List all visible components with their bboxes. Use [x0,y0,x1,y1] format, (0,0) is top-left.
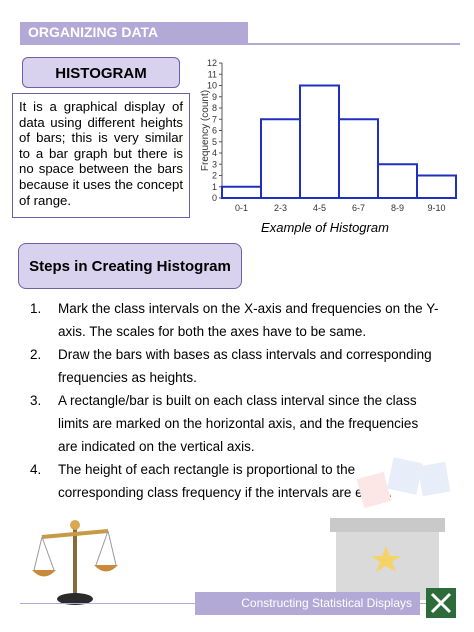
bar [377,163,418,199]
footer-logo [426,588,456,618]
y-tick-label: 2 [212,171,217,181]
vote-box-illustration [330,457,451,600]
step-number: 2. [30,347,42,362]
y-axis-label: Frequency (count) [200,90,211,171]
y-tick-label: 5 [212,137,217,147]
step-item: 3. A rectangle/bar is built on each class… [30,389,440,458]
step-item: 2. Draw the bars with bases as class inte… [30,343,440,389]
y-tick-label: 8 [212,103,217,113]
definition-text: It is a graphical display of data using … [12,93,190,218]
y-tick-label: 1 [212,182,217,192]
y-tick-label: 6 [212,126,217,136]
chart-caption: Example of Histogram [261,220,389,235]
definition-title: HISTOGRAM [22,57,180,88]
x-tick-label: 9-10 [427,203,445,213]
step-text: A rectangle/bar is built on each class i… [58,393,419,454]
y-tick-label: 3 [212,159,217,169]
y-tick-label: 0 [212,193,217,203]
x-tick-label: 0-1 [235,203,248,213]
step-item: 1. Mark the class intervals on the X-axis… [30,297,440,343]
x-tick-label: 6-7 [352,203,365,213]
step-text: The height of each rectangle is proporti… [58,462,392,500]
y-tick-label: 7 [212,114,217,124]
step-number: 3. [30,393,42,408]
bar [221,185,262,199]
step-number: 4. [30,462,42,477]
y-tick-label: 10 [207,81,217,91]
y-tick-label: 9 [212,92,217,102]
bar [338,118,379,199]
steps-title: Steps in Creating Histogram [18,243,242,289]
bar [416,174,457,199]
step-number: 1. [30,301,42,316]
y-tick-label: 12 [207,58,217,68]
footer-title: Constructing Statistical Displays [195,592,420,615]
bar [299,84,340,199]
step-item: 4. The height of each rectangle is propor… [30,458,440,504]
scale-illustration [32,520,118,605]
x-tick-label: 8-9 [391,203,404,213]
y-tick-label: 4 [212,148,217,158]
step-text: Draw the bars with bases as class interv… [58,347,432,385]
step-text: Mark the class intervals on the X-axis a… [58,301,439,339]
x-tick-label: 2-3 [274,203,287,213]
header-title: ORGANIZING DATA [20,22,248,43]
y-tick-label: 11 [208,69,217,79]
x-tick-label: 4-5 [313,203,326,213]
header-rule [20,43,460,45]
steps-list: 1. Mark the class intervals on the X-axis… [30,297,440,504]
bar [260,118,301,199]
